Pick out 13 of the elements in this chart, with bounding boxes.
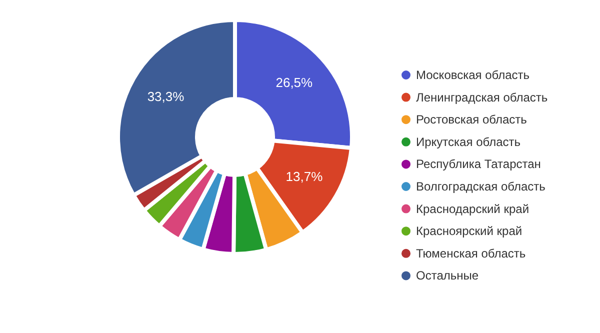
legend-label: Красноярский край: [416, 224, 522, 238]
legend-label: Республика Татарстан: [416, 157, 541, 172]
legend-label: Волгоградская область: [416, 180, 546, 194]
legend-label: Ленинградская область: [416, 90, 548, 104]
legend-label: Ростовская область: [416, 112, 527, 127]
data-label: 33,3%: [147, 88, 185, 104]
legend-label: Тюменская область: [416, 246, 526, 260]
legend-label: Московская область: [416, 68, 530, 82]
legend-label: Остальные: [416, 268, 479, 283]
legend-label: Краснодарский край: [416, 202, 530, 216]
legend-label: Иркутская область: [416, 134, 520, 149]
data-label: 13,7%: [286, 169, 324, 184]
data-label: 26,5%: [276, 75, 314, 90]
